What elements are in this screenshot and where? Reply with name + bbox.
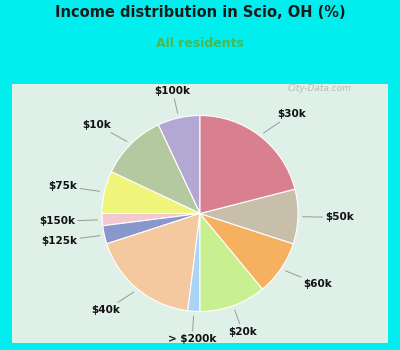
Text: $20k: $20k [228, 310, 257, 336]
FancyBboxPatch shape [8, 82, 392, 345]
Wedge shape [111, 125, 200, 214]
Text: $10k: $10k [82, 120, 127, 141]
Text: City-Data.com: City-Data.com [288, 84, 352, 93]
Wedge shape [200, 189, 298, 244]
Wedge shape [200, 214, 262, 312]
Text: Income distribution in Scio, OH (%): Income distribution in Scio, OH (%) [55, 5, 345, 20]
Text: $50k: $50k [303, 212, 354, 223]
Text: $75k: $75k [49, 181, 100, 191]
Wedge shape [102, 214, 200, 226]
Text: $40k: $40k [91, 292, 134, 315]
Text: $30k: $30k [264, 110, 306, 133]
Text: All residents: All residents [156, 37, 244, 50]
Text: $125k: $125k [42, 236, 100, 246]
Wedge shape [200, 116, 295, 214]
Wedge shape [102, 172, 200, 214]
Text: $100k: $100k [155, 86, 191, 113]
Wedge shape [188, 214, 200, 312]
Wedge shape [200, 214, 293, 289]
Text: $150k: $150k [39, 216, 98, 226]
Wedge shape [107, 214, 200, 311]
Wedge shape [158, 116, 200, 214]
Text: > $200k: > $200k [168, 316, 216, 344]
Text: $60k: $60k [285, 271, 332, 289]
Wedge shape [103, 214, 200, 244]
